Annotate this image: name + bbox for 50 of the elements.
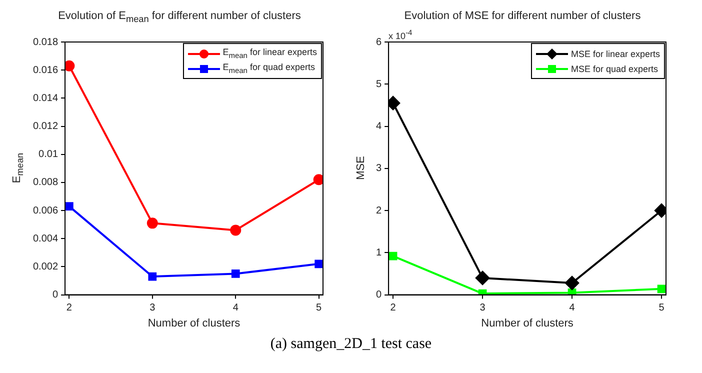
y-tick-label: 5 (376, 78, 382, 90)
point (388, 96, 400, 110)
x-axis-title: Number of clusters (148, 317, 241, 330)
y-tick-label: 4 (376, 121, 382, 132)
y-tick-label: 0.014 (32, 92, 58, 104)
y-tick-label: 0.018 (32, 36, 58, 48)
x-tick-label: 3 (150, 302, 156, 314)
y-tick-label: 6 (376, 36, 382, 48)
y-tick-label: 0.016 (32, 64, 58, 76)
x-tick-label: 2 (66, 302, 72, 314)
y-tick-label: 0.012 (32, 121, 58, 132)
x-tick-label: 2 (390, 302, 396, 314)
y-tick-label: 1 (376, 247, 382, 258)
x-tick-label: 5 (316, 302, 322, 314)
point (657, 284, 666, 294)
text: x 10$^{-4}$ (388, 28, 412, 41)
y-tick-label: 0.004 (32, 233, 58, 244)
y-tick-label: 0.002 (32, 261, 58, 272)
x-tick-label: 3 (480, 302, 486, 314)
point (148, 272, 157, 281)
x-tick-label: 4 (569, 302, 576, 314)
legend-label: E$_{mean}$ for quad experts (222, 62, 316, 75)
point (65, 202, 74, 210)
y-tick-label: 0.006 (32, 205, 58, 216)
point (476, 270, 490, 285)
y-tick-label: 0 (376, 290, 382, 301)
legend-label: MSE for linear experts (570, 48, 660, 58)
point (65, 60, 75, 72)
point (314, 260, 323, 268)
legend-label: MSE for quad experts (570, 64, 658, 74)
chart-title: Evolution of E$_{mean}$ for different number of clusters (57, 10, 302, 24)
y-axis-title: MSE (355, 156, 367, 180)
y-tick-label: 0.01 (38, 149, 58, 160)
y-tick-label: 3 (376, 163, 382, 174)
point (565, 276, 580, 290)
chart-title: Evolution of MSE for different number of clusters (403, 10, 642, 22)
x-tick-label: 5 (658, 302, 665, 314)
point (313, 174, 323, 186)
text: (a) samgen_2D_1 test case (269, 336, 433, 353)
y-tick-label: 0.008 (32, 177, 58, 188)
x-tick-label: 4 (232, 302, 239, 314)
point (230, 224, 242, 236)
y-tick-label: 2 (376, 205, 382, 216)
point (388, 252, 398, 260)
point (146, 218, 158, 229)
legend-label: E$_{mean}$ for linear experts (222, 47, 317, 60)
y-tick-label: 0 (52, 290, 58, 301)
point (231, 270, 240, 278)
x-axis-title: Number of clusters (481, 317, 574, 330)
point (568, 288, 576, 295)
